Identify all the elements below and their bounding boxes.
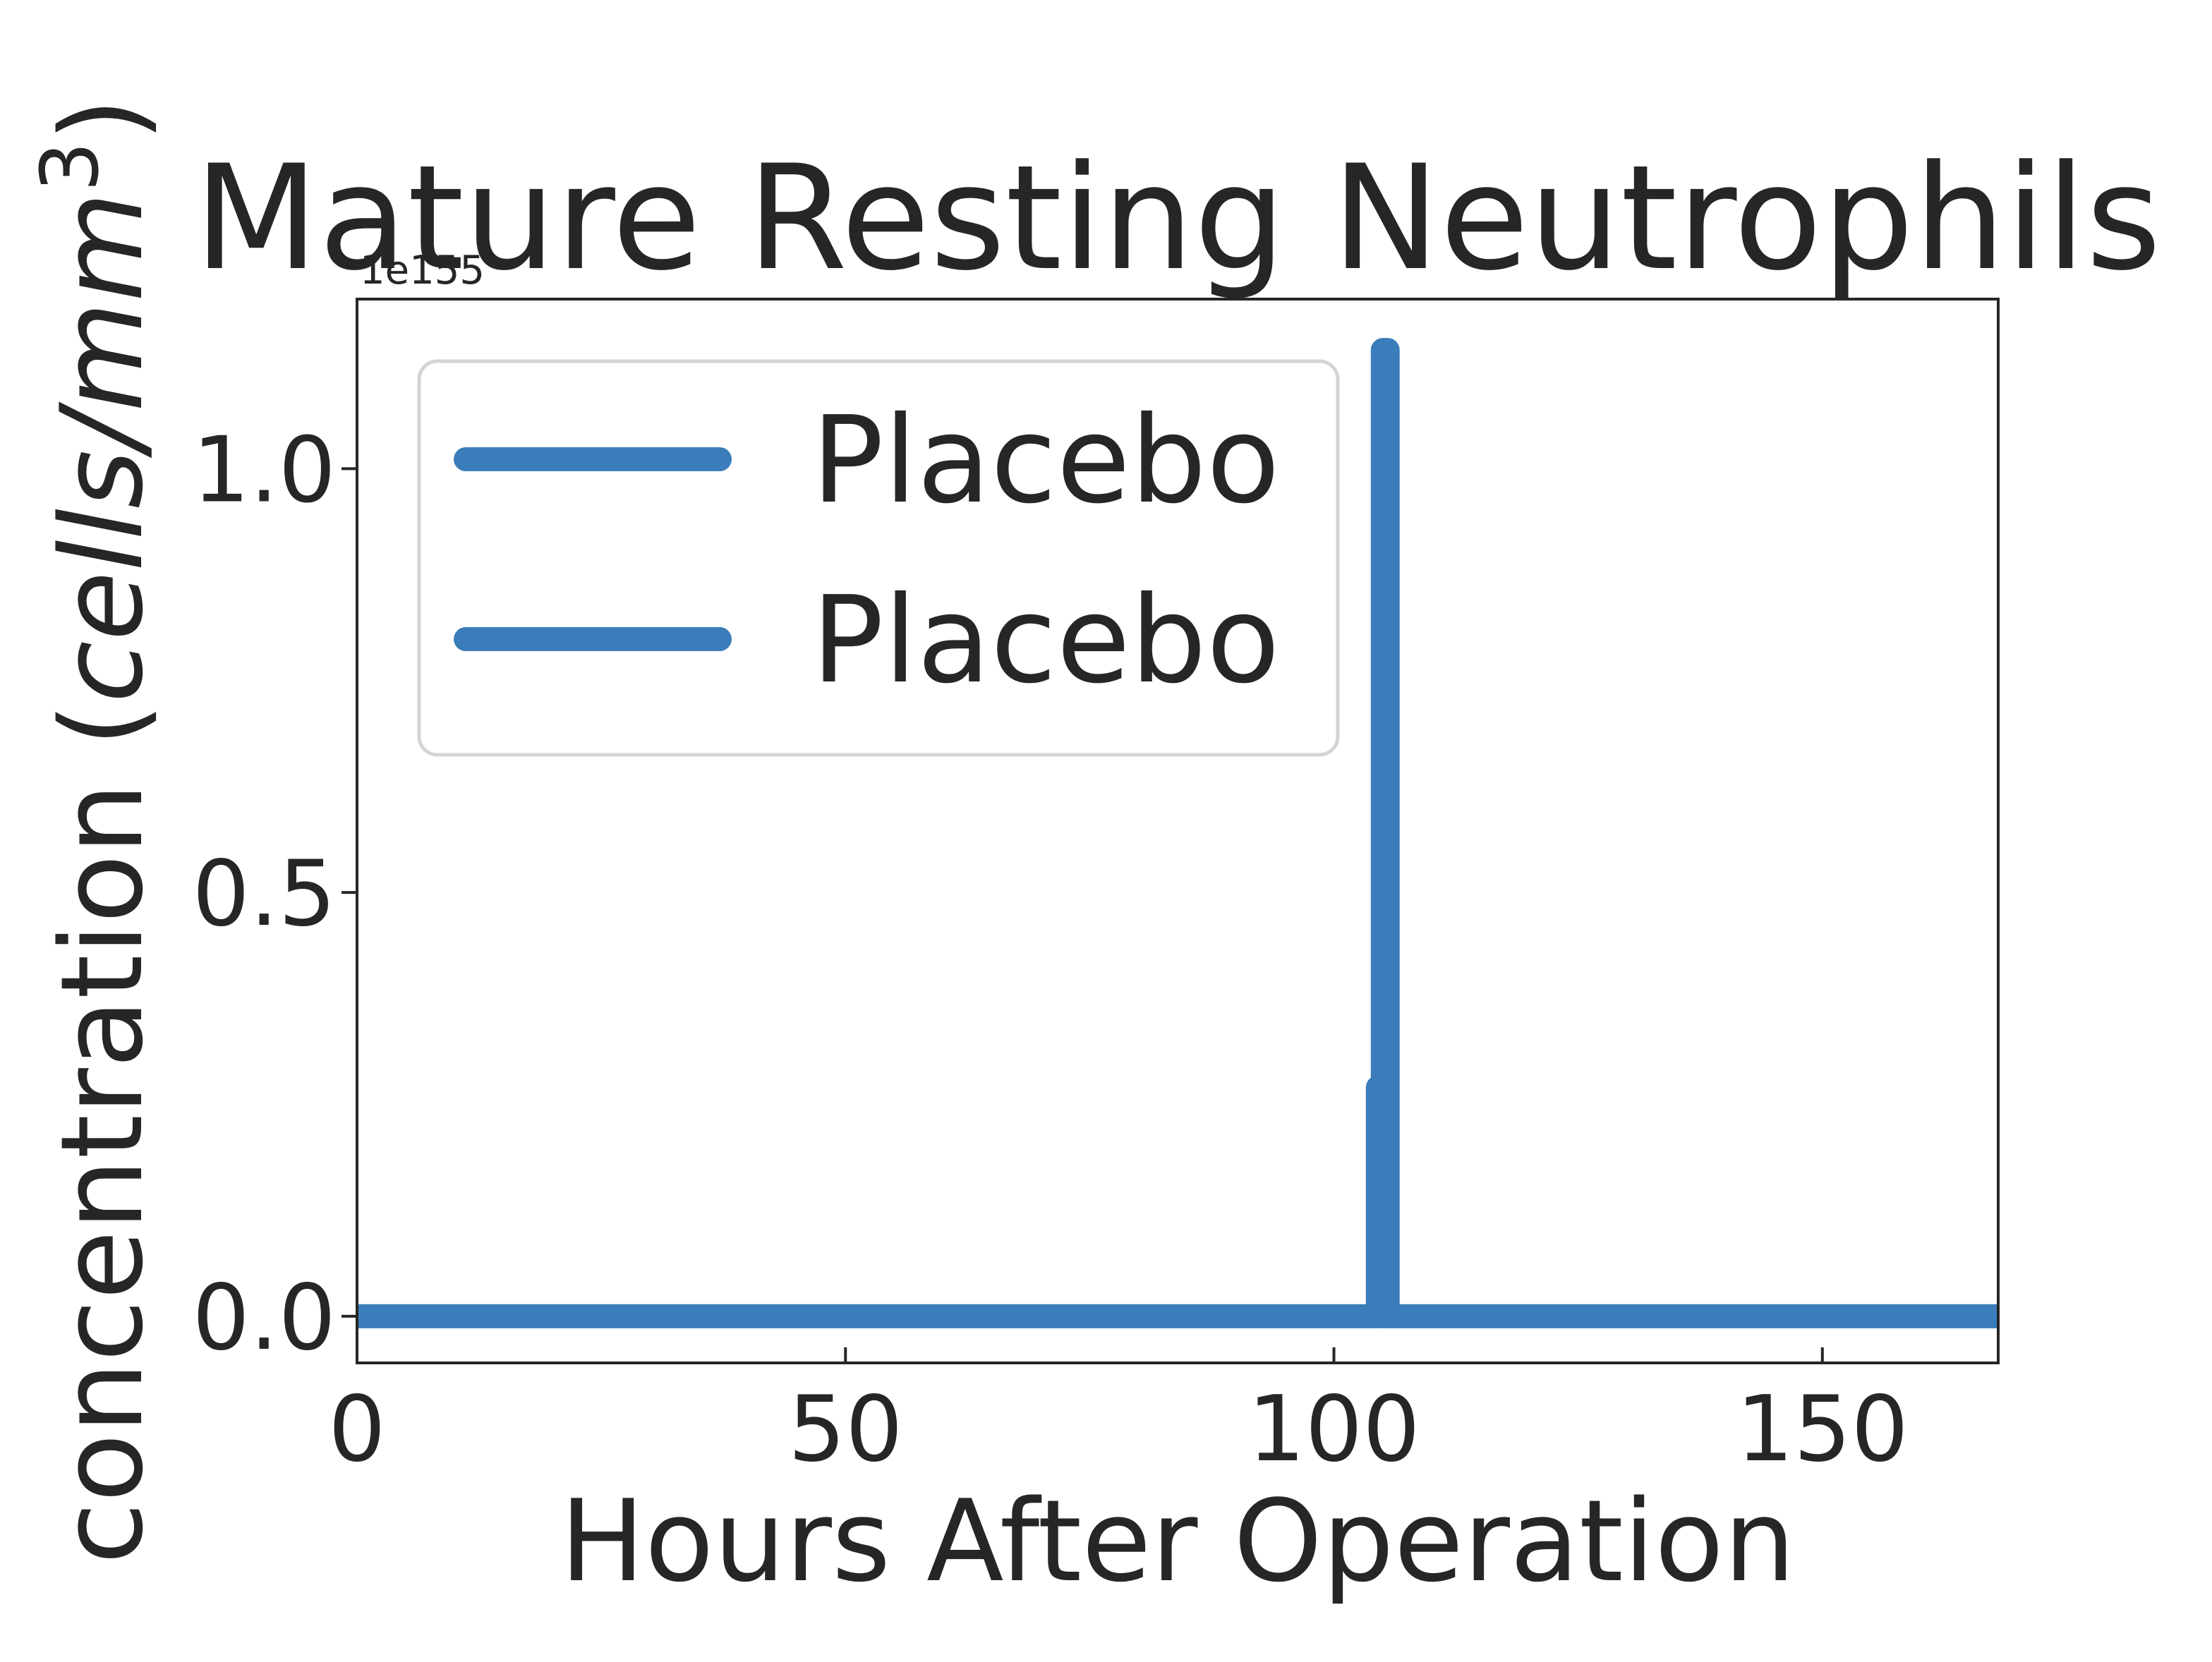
legend-label-2: Placebo (811, 571, 1280, 710)
y-axis-label-unit: cells/mm (36, 192, 168, 703)
x-axis: 0 50 100 150 (328, 1347, 1909, 1482)
plot-frame (356, 298, 2000, 1364)
y-tick-label: 0.0 (192, 1266, 336, 1371)
plot-area (356, 298, 2000, 1364)
y-axis: 0.0 0.5 1.0 (192, 418, 357, 1371)
y-tick-label: 0.5 (192, 842, 336, 947)
chart-title: Mature Resting Neutrophils (194, 135, 2161, 303)
y-offset-label: 1e155 (360, 248, 485, 293)
x-tick-label: 100 (1247, 1377, 1420, 1482)
series-line-1 (357, 338, 1998, 1328)
y-axis-label: concentration (cells/mm3) (25, 97, 168, 1564)
x-tick-label: 50 (788, 1377, 903, 1482)
legend-label-1: Placebo (811, 391, 1280, 530)
series-layer (357, 338, 1998, 1328)
legend: Placebo Placebo (417, 359, 1340, 757)
x-tick-label: 0 (328, 1377, 385, 1482)
y-axis-label-close: ) (36, 97, 168, 141)
x-tick-label: 150 (1736, 1377, 1909, 1482)
x-axis-label: Hours After Operation (560, 1475, 1796, 1607)
y-tick-label: 1.0 (192, 418, 336, 523)
y-axis-label-main: concentration ( (36, 703, 168, 1564)
y-axis-label-sup: 3 (25, 142, 116, 192)
